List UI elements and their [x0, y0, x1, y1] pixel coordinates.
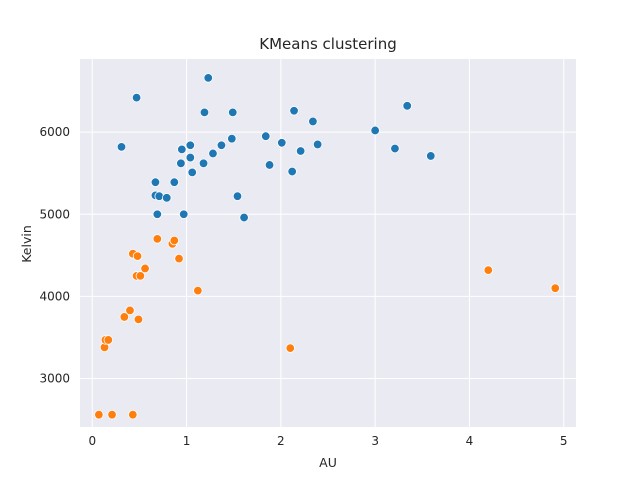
scatter-point-cluster-0	[227, 133, 237, 144]
scatter-point-cluster-0	[239, 212, 249, 223]
scatter-point-cluster-0	[187, 167, 197, 178]
scatter-point-cluster-1	[94, 409, 104, 420]
scatter-point-cluster-0	[179, 209, 189, 219]
scatter-point-cluster-0	[228, 107, 238, 118]
scatter-point-cluster-0	[199, 107, 210, 118]
scatter-point-cluster-1	[152, 234, 163, 244]
scatter-point-cluster-0	[116, 142, 127, 152]
scatter-point-cluster-1	[125, 305, 135, 316]
x-tick-label: 3	[371, 434, 379, 448]
scatter-point-cluster-1	[550, 283, 560, 293]
scatter-point-cluster-0	[289, 106, 299, 116]
scatter-point-cluster-1	[128, 409, 138, 420]
scatter-point-cluster-1	[133, 314, 144, 325]
scatter-point-cluster-0	[176, 158, 186, 169]
y-tick-label: 4000	[39, 289, 70, 303]
y-tick-label: 3000	[39, 372, 70, 386]
scatter-point-cluster-0	[185, 152, 196, 163]
y-tick-label: 6000	[39, 125, 70, 139]
scatter-point-cluster-1	[119, 312, 130, 322]
scatter-point-cluster-0	[208, 148, 218, 159]
x-tick-label: 5	[560, 434, 568, 448]
scatter-point-cluster-0	[198, 158, 209, 169]
scatter-point-cluster-0	[264, 160, 275, 170]
scatter-point-cluster-0	[295, 146, 306, 156]
scatter-point-cluster-1	[132, 251, 143, 261]
scatter-point-cluster-0	[390, 143, 400, 154]
plot-area	[80, 59, 576, 427]
gridlines	[80, 59, 576, 427]
scatter-point-cluster-0	[162, 193, 172, 203]
x-tick-label: 1	[183, 434, 191, 448]
x-tick-label: 2	[277, 434, 285, 448]
scatter-point-cluster-1	[107, 409, 117, 420]
x-tick-labels: 0 1 2 3 4 5	[88, 434, 567, 448]
scatter-point-cluster-0	[152, 209, 163, 219]
scatter-point-cluster-1	[193, 285, 203, 296]
scatter-point-cluster-0	[370, 125, 380, 136]
x-tick-label: 0	[88, 434, 96, 448]
y-tick-labels: 3000 4000 5000 6000	[39, 125, 70, 385]
scatter-point-cluster-1	[135, 271, 146, 281]
scatter-point-cluster-1	[169, 235, 180, 246]
x-axis-label: AU	[319, 455, 337, 470]
scatter-point-cluster-1	[483, 265, 494, 275]
scatter-point-cluster-0	[277, 138, 287, 148]
scatter-point-cluster-0	[154, 191, 164, 201]
scatter-point-cluster-1	[103, 335, 113, 345]
scatter-point-cluster-0	[169, 177, 180, 187]
scatter-point-cluster-0	[312, 139, 323, 150]
scatter-point-cluster-1	[140, 263, 150, 274]
scatter-point-cluster-0	[131, 92, 142, 103]
data-points	[94, 73, 560, 420]
y-axis-label: Kelvin	[19, 225, 34, 263]
scatter-point-cluster-0	[216, 140, 227, 150]
scatter-point-cluster-0	[426, 151, 436, 161]
y-tick-label: 5000	[39, 207, 70, 221]
x-tick-label: 4	[466, 434, 474, 448]
scatter-point-cluster-0	[261, 131, 271, 141]
scatter-point-cluster-0	[203, 73, 213, 83]
scatter-point-cluster-0	[185, 140, 196, 150]
scatter-point-cluster-0	[402, 101, 412, 111]
scatter-point-cluster-0	[150, 177, 161, 187]
scatter-point-cluster-0	[287, 166, 297, 177]
scatter-point-cluster-0	[232, 191, 243, 201]
scatter-point-cluster-1	[174, 253, 184, 264]
scatter-point-cluster-1	[285, 343, 295, 353]
scatter-point-cluster-0	[308, 116, 318, 127]
chart-title: KMeans clustering	[259, 35, 397, 53]
scatter-point-cluster-0	[177, 144, 187, 155]
